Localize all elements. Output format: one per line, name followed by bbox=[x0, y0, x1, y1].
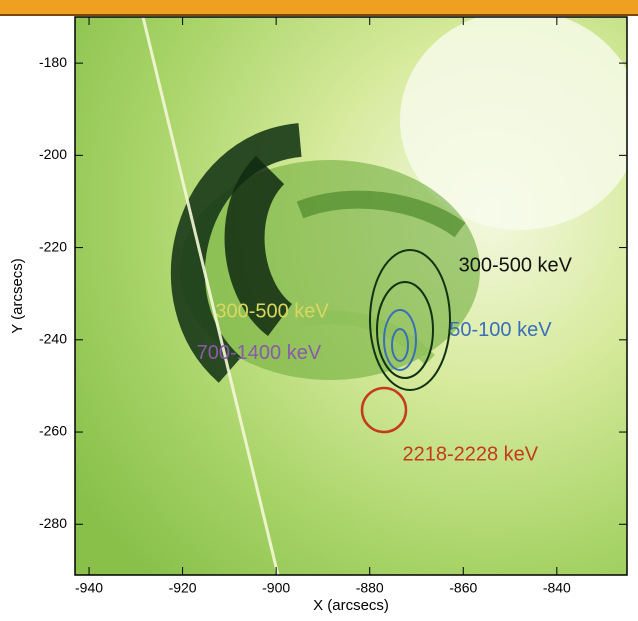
x-tick-label: -920 bbox=[169, 580, 197, 596]
y-axis-label: Y (arcsecs) bbox=[9, 258, 26, 334]
y-tick-label: -260 bbox=[39, 423, 67, 439]
x-tick-label: -900 bbox=[262, 580, 290, 596]
annotation: 300-500 keV bbox=[459, 254, 573, 276]
x-tick-label: -840 bbox=[543, 580, 571, 596]
annotation: 2218-2228 keV bbox=[402, 443, 538, 465]
annotation: 300-500 keV bbox=[215, 300, 329, 322]
top-bar-edge bbox=[0, 14, 638, 16]
y-tick-label: -220 bbox=[39, 238, 67, 254]
figure: X (arcsecs) Y (arcsecs) -940 -920 -900 -880… bbox=[0, 0, 638, 616]
top-bar bbox=[0, 0, 638, 14]
y-tick-label: -200 bbox=[39, 146, 67, 162]
y-tick-label: -240 bbox=[39, 331, 67, 347]
annotation: 700-1400 keV bbox=[197, 342, 322, 364]
y-tick-label: -280 bbox=[39, 515, 67, 531]
y-tick-label: -180 bbox=[39, 54, 67, 70]
x-tick-label: -940 bbox=[75, 580, 103, 596]
solar-image bbox=[75, 10, 638, 575]
x-tick-label: -880 bbox=[356, 580, 384, 596]
x-tick-label: -860 bbox=[449, 580, 477, 596]
annotation: 50-100 keV bbox=[449, 319, 552, 341]
x-axis-label: X (arcsecs) bbox=[313, 597, 389, 614]
